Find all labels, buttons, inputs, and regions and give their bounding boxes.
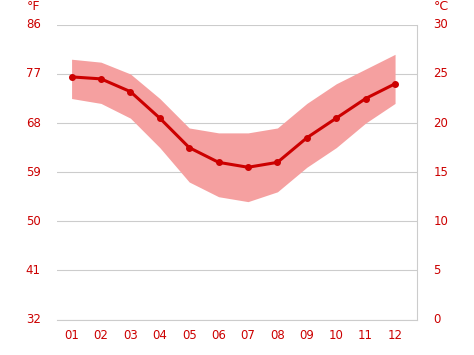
Text: 32: 32 [26, 313, 41, 326]
Text: °F: °F [27, 0, 41, 13]
Text: 30: 30 [433, 18, 448, 31]
Text: 50: 50 [26, 215, 41, 228]
Text: 41: 41 [26, 264, 41, 277]
Text: °C: °C [433, 0, 448, 13]
Text: 59: 59 [26, 166, 41, 179]
Text: 15: 15 [433, 166, 448, 179]
Text: 68: 68 [26, 116, 41, 130]
Text: 10: 10 [433, 215, 448, 228]
Text: 77: 77 [26, 67, 41, 81]
Text: 86: 86 [26, 18, 41, 31]
Text: 20: 20 [433, 116, 448, 130]
Text: 25: 25 [433, 67, 448, 81]
Text: 0: 0 [433, 313, 441, 326]
Text: 5: 5 [433, 264, 441, 277]
